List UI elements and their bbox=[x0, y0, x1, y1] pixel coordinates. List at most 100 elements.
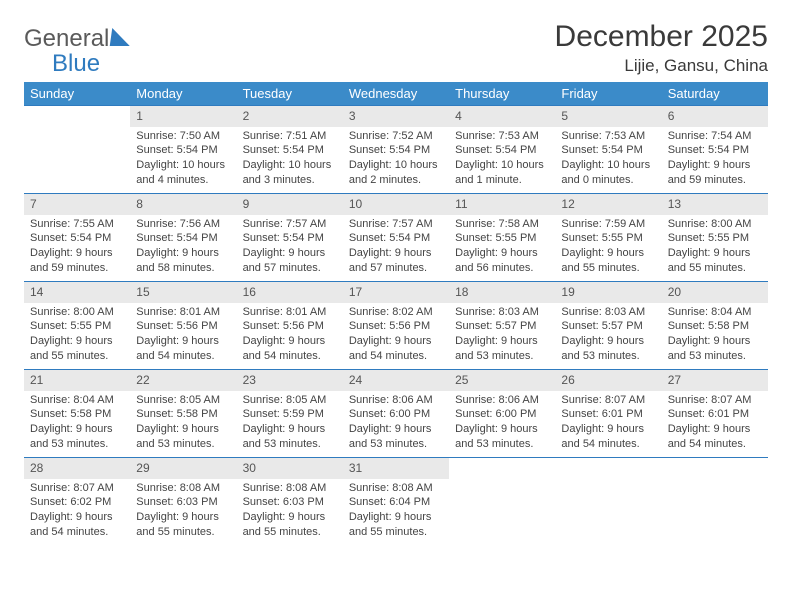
daylight-text: Daylight: 9 hours and 54 minutes. bbox=[561, 422, 655, 452]
day-number: 28 bbox=[24, 457, 130, 478]
sunrise-text: Sunrise: 7:53 AM bbox=[455, 129, 549, 144]
day-number: 30 bbox=[237, 457, 343, 478]
calendar-day-cell: 27Sunrise: 8:07 AMSunset: 6:01 PMDayligh… bbox=[662, 369, 768, 457]
daylight-text: Daylight: 9 hours and 55 minutes. bbox=[668, 246, 762, 276]
day-number: 22 bbox=[130, 369, 236, 390]
daylight-text: Daylight: 9 hours and 53 minutes. bbox=[561, 334, 655, 364]
sunrise-text: Sunrise: 8:02 AM bbox=[349, 305, 443, 320]
calendar-day-cell: 5Sunrise: 7:53 AMSunset: 5:54 PMDaylight… bbox=[555, 105, 661, 193]
day-body: Sunrise: 8:08 AMSunset: 6:03 PMDaylight:… bbox=[130, 479, 236, 544]
sunrise-text: Sunrise: 8:08 AM bbox=[136, 481, 230, 496]
day-body: Sunrise: 8:00 AMSunset: 5:55 PMDaylight:… bbox=[24, 303, 130, 368]
sunset-text: Sunset: 6:01 PM bbox=[668, 407, 762, 422]
calendar-day-cell: 9Sunrise: 7:57 AMSunset: 5:54 PMDaylight… bbox=[237, 193, 343, 281]
sunset-text: Sunset: 5:54 PM bbox=[243, 231, 337, 246]
sunset-text: Sunset: 5:57 PM bbox=[561, 319, 655, 334]
daylight-text: Daylight: 9 hours and 53 minutes. bbox=[136, 422, 230, 452]
calendar-day-cell: 13Sunrise: 8:00 AMSunset: 5:55 PMDayligh… bbox=[662, 193, 768, 281]
day-body: Sunrise: 8:01 AMSunset: 5:56 PMDaylight:… bbox=[237, 303, 343, 368]
calendar-day-cell: 23Sunrise: 8:05 AMSunset: 5:59 PMDayligh… bbox=[237, 369, 343, 457]
day-body: Sunrise: 8:06 AMSunset: 6:00 PMDaylight:… bbox=[343, 391, 449, 456]
sunset-text: Sunset: 5:55 PM bbox=[668, 231, 762, 246]
day-body: Sunrise: 7:58 AMSunset: 5:55 PMDaylight:… bbox=[449, 215, 555, 280]
day-number: 5 bbox=[555, 105, 661, 126]
sunset-text: Sunset: 5:55 PM bbox=[561, 231, 655, 246]
sunrise-text: Sunrise: 8:00 AM bbox=[668, 217, 762, 232]
sunset-text: Sunset: 5:54 PM bbox=[30, 231, 124, 246]
sunrise-text: Sunrise: 8:03 AM bbox=[455, 305, 549, 320]
sunset-text: Sunset: 6:03 PM bbox=[136, 495, 230, 510]
sunrise-text: Sunrise: 7:56 AM bbox=[136, 217, 230, 232]
day-number: 26 bbox=[555, 369, 661, 390]
day-number: 31 bbox=[343, 457, 449, 478]
day-body: Sunrise: 8:08 AMSunset: 6:04 PMDaylight:… bbox=[343, 479, 449, 544]
sunrise-text: Sunrise: 7:52 AM bbox=[349, 129, 443, 144]
daylight-text: Daylight: 10 hours and 1 minute. bbox=[455, 158, 549, 188]
daylight-text: Daylight: 9 hours and 55 minutes. bbox=[243, 510, 337, 540]
sunrise-text: Sunrise: 8:08 AM bbox=[349, 481, 443, 496]
sunset-text: Sunset: 5:54 PM bbox=[455, 143, 549, 158]
sunset-text: Sunset: 5:54 PM bbox=[349, 143, 443, 158]
calendar-week-row: 21Sunrise: 8:04 AMSunset: 5:58 PMDayligh… bbox=[24, 369, 768, 457]
day-number: 10 bbox=[343, 193, 449, 214]
sunrise-text: Sunrise: 8:01 AM bbox=[136, 305, 230, 320]
calendar-day-cell bbox=[555, 457, 661, 545]
day-number: 2 bbox=[237, 105, 343, 126]
sunset-text: Sunset: 6:04 PM bbox=[349, 495, 443, 510]
sunrise-text: Sunrise: 7:51 AM bbox=[243, 129, 337, 144]
sunset-text: Sunset: 5:54 PM bbox=[136, 231, 230, 246]
day-number bbox=[24, 105, 130, 126]
calendar-week-row: 1Sunrise: 7:50 AMSunset: 5:54 PMDaylight… bbox=[24, 105, 768, 193]
sunrise-text: Sunrise: 8:08 AM bbox=[243, 481, 337, 496]
sunrise-text: Sunrise: 8:00 AM bbox=[30, 305, 124, 320]
sunrise-text: Sunrise: 8:07 AM bbox=[561, 393, 655, 408]
daylight-text: Daylight: 9 hours and 54 minutes. bbox=[136, 334, 230, 364]
sunset-text: Sunset: 6:00 PM bbox=[349, 407, 443, 422]
sunrise-text: Sunrise: 8:07 AM bbox=[668, 393, 762, 408]
daylight-text: Daylight: 9 hours and 56 minutes. bbox=[455, 246, 549, 276]
day-number: 8 bbox=[130, 193, 236, 214]
sunset-text: Sunset: 5:54 PM bbox=[561, 143, 655, 158]
calendar-day-cell: 6Sunrise: 7:54 AMSunset: 5:54 PMDaylight… bbox=[662, 105, 768, 193]
calendar-day-cell: 18Sunrise: 8:03 AMSunset: 5:57 PMDayligh… bbox=[449, 281, 555, 369]
day-body: Sunrise: 8:00 AMSunset: 5:55 PMDaylight:… bbox=[662, 215, 768, 280]
day-body: Sunrise: 8:07 AMSunset: 6:01 PMDaylight:… bbox=[662, 391, 768, 456]
sunset-text: Sunset: 5:56 PM bbox=[136, 319, 230, 334]
day-number: 29 bbox=[130, 457, 236, 478]
calendar-week-row: 7Sunrise: 7:55 AMSunset: 5:54 PMDaylight… bbox=[24, 193, 768, 281]
weekday-sun: Sunday bbox=[24, 82, 130, 105]
sunset-text: Sunset: 5:54 PM bbox=[668, 143, 762, 158]
weekday-sat: Saturday bbox=[662, 82, 768, 105]
day-number: 19 bbox=[555, 281, 661, 302]
day-body: Sunrise: 8:06 AMSunset: 6:00 PMDaylight:… bbox=[449, 391, 555, 456]
calendar-day-cell: 14Sunrise: 8:00 AMSunset: 5:55 PMDayligh… bbox=[24, 281, 130, 369]
day-number: 6 bbox=[662, 105, 768, 126]
day-number: 9 bbox=[237, 193, 343, 214]
day-body: Sunrise: 8:05 AMSunset: 5:59 PMDaylight:… bbox=[237, 391, 343, 456]
day-number: 4 bbox=[449, 105, 555, 126]
day-number: 12 bbox=[555, 193, 661, 214]
calendar-week-row: 14Sunrise: 8:00 AMSunset: 5:55 PMDayligh… bbox=[24, 281, 768, 369]
sunrise-text: Sunrise: 8:03 AM bbox=[561, 305, 655, 320]
calendar-body: 1Sunrise: 7:50 AMSunset: 5:54 PMDaylight… bbox=[24, 105, 768, 545]
calendar-day-cell: 12Sunrise: 7:59 AMSunset: 5:55 PMDayligh… bbox=[555, 193, 661, 281]
calendar-day-cell: 22Sunrise: 8:05 AMSunset: 5:58 PMDayligh… bbox=[130, 369, 236, 457]
sunrise-text: Sunrise: 8:06 AM bbox=[455, 393, 549, 408]
daylight-text: Daylight: 9 hours and 57 minutes. bbox=[349, 246, 443, 276]
sunset-text: Sunset: 5:55 PM bbox=[30, 319, 124, 334]
day-body: Sunrise: 7:59 AMSunset: 5:55 PMDaylight:… bbox=[555, 215, 661, 280]
calendar-day-cell: 19Sunrise: 8:03 AMSunset: 5:57 PMDayligh… bbox=[555, 281, 661, 369]
sunset-text: Sunset: 6:02 PM bbox=[30, 495, 124, 510]
calendar-day-cell: 2Sunrise: 7:51 AMSunset: 5:54 PMDaylight… bbox=[237, 105, 343, 193]
calendar-day-cell bbox=[449, 457, 555, 545]
sunrise-text: Sunrise: 8:06 AM bbox=[349, 393, 443, 408]
sunrise-text: Sunrise: 7:59 AM bbox=[561, 217, 655, 232]
day-body: Sunrise: 7:56 AMSunset: 5:54 PMDaylight:… bbox=[130, 215, 236, 280]
day-body: Sunrise: 8:03 AMSunset: 5:57 PMDaylight:… bbox=[555, 303, 661, 368]
weekday-tue: Tuesday bbox=[237, 82, 343, 105]
daylight-text: Daylight: 9 hours and 53 minutes. bbox=[30, 422, 124, 452]
logo-triangle-icon bbox=[110, 28, 133, 46]
brand-blue: Blue bbox=[52, 50, 100, 77]
title-block: December 2025 Lijie, Gansu, China bbox=[555, 20, 768, 76]
sunset-text: Sunset: 5:59 PM bbox=[243, 407, 337, 422]
